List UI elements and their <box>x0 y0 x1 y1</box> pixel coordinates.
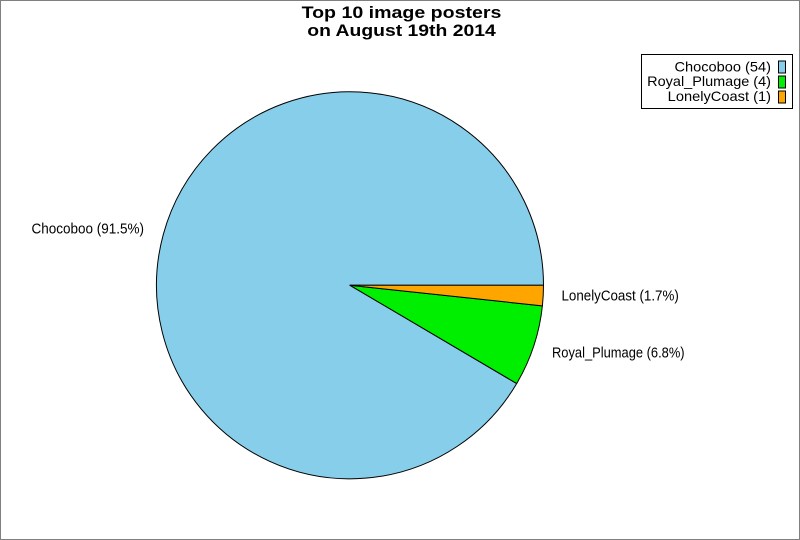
svg-text:LonelyCoast (1): LonelyCoast (1) <box>668 88 771 104</box>
svg-text:Chocoboo (91.5%): Chocoboo (91.5%) <box>32 221 145 238</box>
svg-text:Royal_Plumage (6.8%): Royal_Plumage (6.8%) <box>552 345 685 362</box>
svg-text:Royal_Plumage (4): Royal_Plumage (4) <box>647 73 771 89</box>
svg-text:LonelyCoast (1.7%): LonelyCoast (1.7%) <box>562 288 679 305</box>
svg-text:Chocoboo (54): Chocoboo (54) <box>675 58 772 74</box>
svg-text:Top 10 image posters: Top 10 image posters <box>302 3 502 22</box>
svg-text:on August 19th 2014: on August 19th 2014 <box>307 21 496 40</box>
